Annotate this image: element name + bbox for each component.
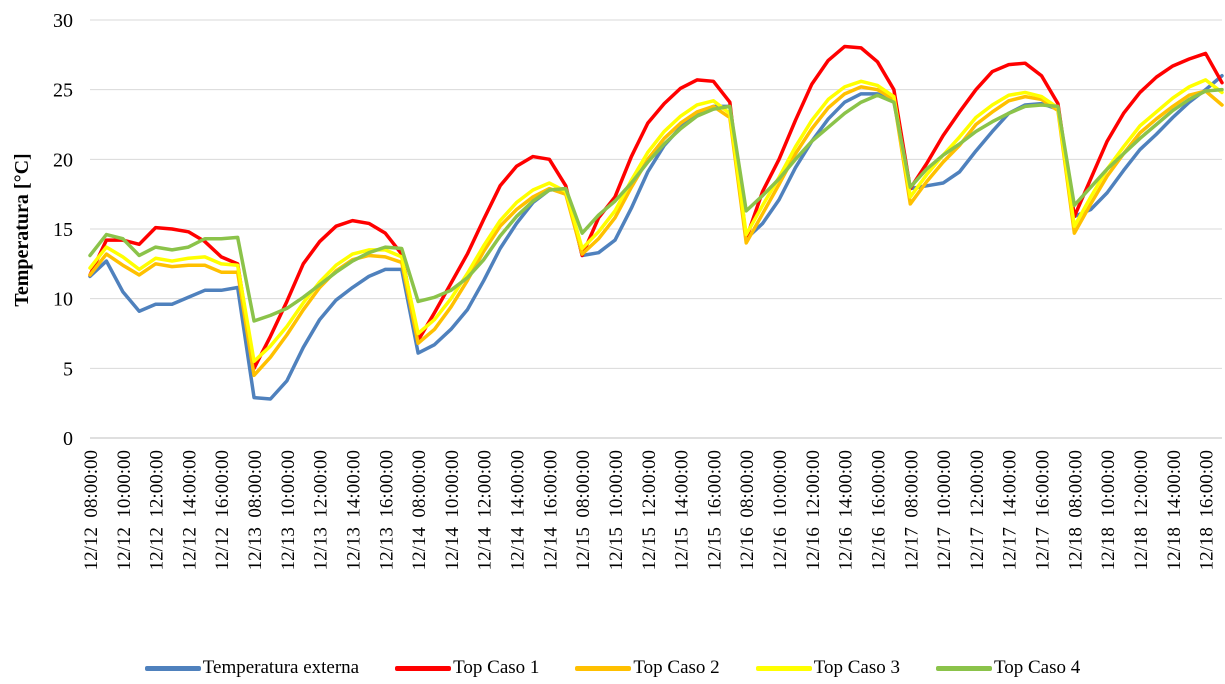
series-lines xyxy=(88,44,1224,401)
x-tick-label: 12/15 16:00:00 xyxy=(704,450,725,570)
x-tick-label: 12/15 14:00:00 xyxy=(672,450,693,570)
x-tick-label: 12/13 08:00:00 xyxy=(245,450,266,570)
x-tick-label: 12/16 14:00:00 xyxy=(836,450,857,570)
x-tick-label: 12/17 10:00:00 xyxy=(934,450,955,570)
x-tick-label: 12/12 16:00:00 xyxy=(212,450,233,570)
legend-swatch xyxy=(935,665,992,671)
x-tick-label: 12/18 08:00:00 xyxy=(1065,450,1086,570)
legend-item-3: Top Caso 2 xyxy=(575,657,720,679)
x-tick-label: 12/14 10:00:00 xyxy=(442,450,463,570)
x-tick-label: 12/18 16:00:00 xyxy=(1197,450,1218,570)
legend-label: Top Caso 3 xyxy=(813,657,900,678)
legend-item-4: Top Caso 3 xyxy=(755,657,900,679)
x-tick-label: 12/15 12:00:00 xyxy=(639,450,660,570)
legend-label: Top Caso 1 xyxy=(453,657,540,678)
legend-swatch xyxy=(395,665,452,671)
x-tick-label: 12/14 12:00:00 xyxy=(475,450,496,570)
x-tick-label: 12/14 08:00:00 xyxy=(409,450,430,570)
x-tick-label: 12/12 14:00:00 xyxy=(179,450,200,570)
legend-label: Top Caso 2 xyxy=(633,657,720,678)
horizontal-gridlines xyxy=(90,19,1222,439)
x-tick-label: 12/13 16:00:00 xyxy=(376,450,397,570)
x-tick-label: 12/17 08:00:00 xyxy=(901,450,922,570)
series-line-2 xyxy=(88,44,1224,371)
x-tick-label: 12/12 08:00:00 xyxy=(81,450,102,570)
x-tick-label: 12/18 14:00:00 xyxy=(1164,450,1185,570)
legend-item-5: Top Caso 4 xyxy=(935,657,1081,679)
series-line-4 xyxy=(88,78,1224,364)
x-tick-label: 12/12 10:00:00 xyxy=(114,450,135,570)
legend-swatch xyxy=(575,665,632,671)
x-tick-label: 12/13 10:00:00 xyxy=(278,450,299,570)
x-tick-label: 12/13 14:00:00 xyxy=(343,450,364,570)
legend-swatch xyxy=(144,665,201,671)
x-tick-label: 12/12 12:00:00 xyxy=(147,450,168,570)
x-tick-label: 12/16 08:00:00 xyxy=(737,450,758,570)
y-tick-label: 0 xyxy=(63,428,73,450)
series-line-3 xyxy=(88,85,1224,378)
y-tick-label: 5 xyxy=(63,358,73,380)
legend-label: Temperatura externa xyxy=(202,657,360,678)
series-line-5 xyxy=(88,87,1224,323)
x-tick-label: 12/13 12:00:00 xyxy=(311,450,332,570)
x-tick-label: 12/17 14:00:00 xyxy=(1000,450,1021,570)
y-tick-label: 20 xyxy=(53,149,73,171)
y-tick-label: 15 xyxy=(53,219,73,241)
x-tick-label: 12/15 10:00:00 xyxy=(606,450,627,570)
x-tick-label: 12/14 16:00:00 xyxy=(540,450,561,570)
x-tick-label: 12/16 10:00:00 xyxy=(770,450,791,570)
x-axis-tick-labels: 12/12 08:00:00 12/12 10:00:00 12/12 12:00:… xyxy=(81,450,1218,570)
legend-swatch xyxy=(755,665,812,671)
line-chart: 0 5 10 15 20 25 30 12/12 08:00:00 12/12 10:00:0… xyxy=(11,10,1224,570)
y-tick-label: 10 xyxy=(53,289,73,311)
y-tick-label: 30 xyxy=(53,10,73,32)
legend-item-1: Temperatura externa xyxy=(144,657,360,679)
series-line-1 xyxy=(88,73,1224,401)
x-tick-label: 12/16 16:00:00 xyxy=(868,450,889,570)
legend-label: Top Caso 4 xyxy=(993,657,1081,678)
x-tick-label: 12/18 12:00:00 xyxy=(1131,450,1152,570)
x-tick-label: 12/16 12:00:00 xyxy=(803,450,824,570)
x-tick-label: 12/14 14:00:00 xyxy=(508,450,529,570)
y-axis-tick-labels: 0 5 10 15 20 25 30 xyxy=(53,10,73,450)
x-tick-label: 12/18 10:00:00 xyxy=(1098,450,1119,570)
y-tick-label: 25 xyxy=(53,80,73,102)
y-axis-label: Temperatura [°C] xyxy=(11,153,33,306)
legend: Temperatura externa Top Caso 1 Top Caso 2 T… xyxy=(0,654,1225,682)
legend-item-2: Top Caso 1 xyxy=(395,657,539,679)
x-tick-label: 12/17 16:00:00 xyxy=(1033,450,1054,570)
x-tick-label: 12/17 12:00:00 xyxy=(967,450,988,570)
x-tick-label: 12/15 08:00:00 xyxy=(573,450,594,570)
